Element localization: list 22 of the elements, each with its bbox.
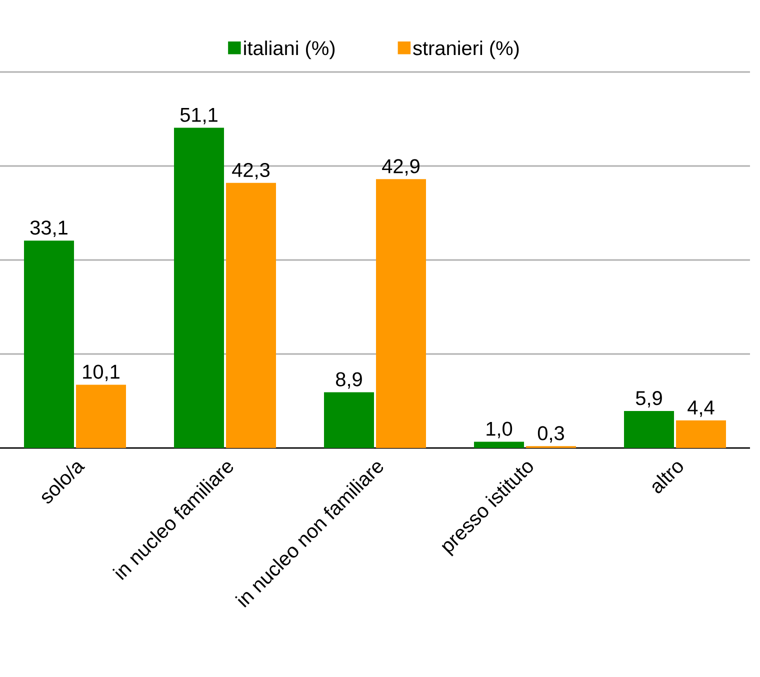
bar: [676, 420, 726, 448]
data-label: 42,9: [382, 159, 420, 176]
data-label: 10,1: [83, 364, 120, 382]
bar: [474, 442, 524, 448]
data-label: 1,0: [486, 422, 512, 438]
data-label: 51,1: [180, 108, 218, 124]
bar: [76, 384, 126, 448]
data-label: 5,9: [636, 391, 662, 408]
bar: [324, 392, 374, 448]
bar: [174, 128, 224, 448]
data-label: 33,1: [30, 220, 68, 238]
bar: [226, 182, 276, 448]
legend-label: italiani (%): [244, 40, 335, 60]
data-label: 4,4: [688, 400, 714, 417]
bar: [24, 240, 74, 448]
bar: [624, 411, 674, 448]
legend-label: stranieri (%): [413, 40, 519, 60]
data-label: 42,3: [232, 162, 270, 180]
x-tick-label: altro: [652, 462, 683, 494]
data-label: 0,3: [538, 426, 564, 443]
data-label: 8,9: [336, 372, 362, 389]
bar: [376, 179, 426, 448]
